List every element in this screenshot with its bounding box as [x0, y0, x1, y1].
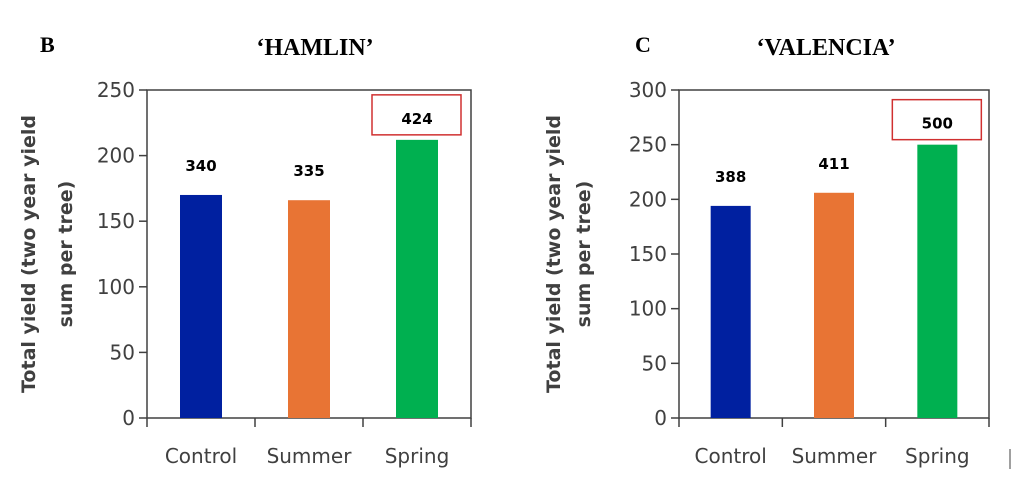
- y-tick-label: 100: [97, 275, 135, 299]
- y-tick-label: 200: [97, 144, 135, 168]
- chart-1: C ‘VALENCIA’ 0 50 100 150 200 250 300 388 Control 4…: [543, 32, 990, 468]
- highlight-box: [891, 98, 983, 141]
- y-tick-label: 250: [629, 133, 667, 157]
- data-label: 335: [293, 162, 324, 180]
- y-tick-label: 0: [654, 406, 667, 430]
- x-category-label: Control: [695, 444, 767, 468]
- y-tick-label: 250: [97, 78, 135, 102]
- chart-title: ‘VALENCIA’: [756, 35, 895, 61]
- y-tick-label: 50: [642, 351, 667, 375]
- bar-control: [180, 194, 222, 418]
- y-axis-label: Total yield (two year yield: [543, 115, 565, 393]
- bar-spring: [917, 144, 958, 418]
- panel-label: B: [40, 32, 55, 57]
- y-tick-label: 150: [629, 242, 667, 266]
- data-label: 388: [715, 168, 746, 186]
- y-tick-label: 150: [97, 209, 135, 233]
- bar-summer: [814, 192, 854, 418]
- y-axis-label: sum per tree): [573, 181, 595, 328]
- x-category-label: Control: [165, 444, 237, 468]
- chart-title: ‘HAMLIN’: [256, 35, 373, 61]
- panel-label: C: [635, 32, 651, 57]
- y-tick-label: 0: [122, 406, 135, 430]
- bar-control: [710, 205, 751, 418]
- data-label: 424: [401, 110, 432, 128]
- bar-spring: [396, 139, 438, 418]
- y-tick-label: 300: [629, 78, 667, 102]
- x-category-label: Spring: [385, 444, 450, 468]
- y-tick-label: 50: [110, 340, 135, 364]
- bar-summer: [288, 200, 330, 418]
- highlight-box: [371, 94, 462, 136]
- x-category-label: Summer: [792, 444, 878, 468]
- x-category-label: Spring: [905, 444, 970, 468]
- data-label: 411: [818, 155, 849, 173]
- y-axis-label: sum per tree): [55, 181, 77, 328]
- data-label: 500: [922, 115, 953, 133]
- x-category-label: Summer: [267, 444, 353, 468]
- y-axis-label: Total yield (two year yield: [18, 115, 40, 393]
- data-label: 340: [185, 157, 216, 175]
- y-tick-label: 100: [629, 297, 667, 321]
- chart-0: B ‘HAMLIN’ 0 50 100 150 200 250 340 Control 335 Sum…: [18, 32, 472, 468]
- y-tick-label: 200: [629, 187, 667, 211]
